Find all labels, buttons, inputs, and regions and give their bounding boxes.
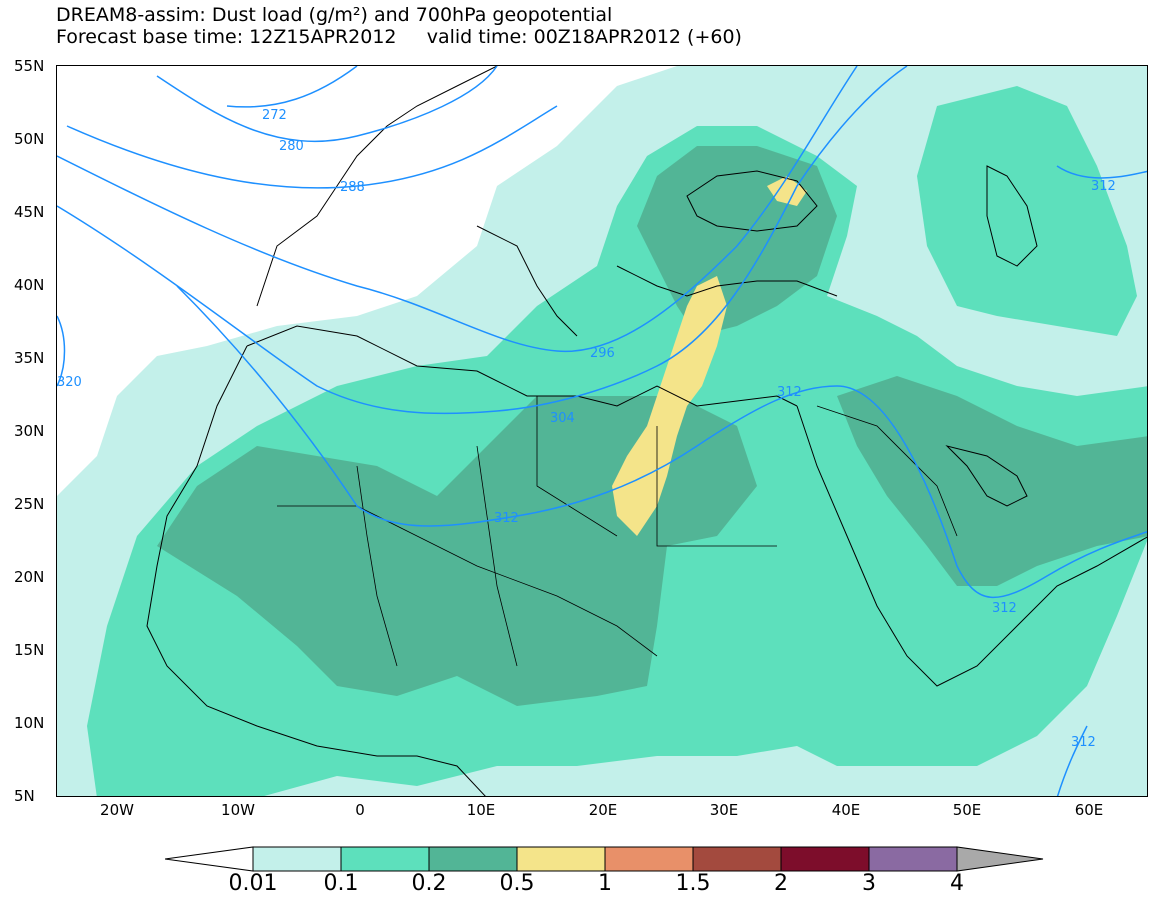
lat-label-5n: 5N — [14, 787, 35, 805]
colorbar-bin-2 — [428, 846, 518, 872]
dust-region-0-5-aegean-plume — [612, 276, 727, 536]
coast-greece-turkey — [616, 265, 838, 297]
contour-label-320: 320 — [57, 375, 82, 390]
border-6 — [816, 405, 958, 537]
lat-label-20n: 20N — [14, 568, 45, 586]
lon-label-60e: 60E — [1074, 801, 1104, 819]
colorbar-label-0-2: 0.2 — [411, 871, 447, 896]
title-line-2: Forecast base time: 12Z15APR2012 valid t… — [56, 26, 742, 48]
lat-label-50n: 50N — [14, 130, 45, 148]
colorbar-bin-6 — [780, 846, 870, 872]
contour-304 — [57, 66, 908, 415]
border-4 — [656, 426, 777, 547]
contour-272 — [226, 66, 358, 108]
border-3 — [476, 445, 518, 667]
coast-caspian — [986, 165, 1038, 267]
lon-label-0: 0 — [355, 801, 365, 819]
coast-gulf — [945, 445, 1028, 507]
colorbar-label-4: 4 — [950, 871, 964, 896]
dust-region-0-2-sahara — [157, 396, 757, 706]
coast-africa-west — [146, 345, 486, 796]
dust-region-0-2-arabia — [837, 376, 1147, 586]
contour-312-southeast — [1056, 725, 1088, 796]
contour-312-east — [1056, 165, 1147, 179]
colorbar-bin-0 — [252, 846, 342, 872]
title-line-1: DREAM8-assim: Dust load (g/m²) and 700hP… — [56, 4, 613, 26]
contour-320 — [57, 315, 66, 387]
colorbar-bin-1 — [340, 846, 430, 872]
contour-label-312-a: 312 — [494, 511, 519, 526]
lat-label-40n: 40N — [14, 276, 45, 294]
coast-italy — [476, 225, 578, 337]
lat-label-30n: 30N — [14, 422, 45, 440]
contour-280 — [156, 66, 498, 143]
contour-label-312-e: 312 — [1071, 735, 1096, 750]
lon-label-10e: 10E — [466, 801, 496, 819]
lon-label-40e: 40E — [831, 801, 861, 819]
lat-label-15n: 15N — [14, 641, 45, 659]
colorbar-bin-4 — [604, 846, 694, 872]
lat-label-35n: 35N — [14, 349, 45, 367]
lat-label-25n: 25N — [14, 495, 45, 513]
lon-label-20w: 20W — [100, 801, 134, 819]
map-title: DREAM8-assim: Dust load (g/m²) and 700hP… — [56, 4, 742, 48]
geopotential-layer — [57, 66, 1147, 796]
border-2 — [356, 465, 398, 667]
contour-label-312-c: 312 — [992, 601, 1017, 616]
coast-blacksea — [686, 170, 818, 232]
colorbar-label-1: 1 — [598, 871, 612, 896]
contour-label-312-d: 312 — [1091, 179, 1116, 194]
contour-288 — [66, 105, 558, 189]
colorbar — [165, 846, 1044, 872]
colorbar-bin-7 — [868, 846, 958, 872]
map-panel: 272 280 288 296 304 312 312 312 312 312 … — [56, 65, 1148, 797]
dust-region-0-5-blacksea — [767, 176, 807, 206]
coast-europe — [256, 66, 498, 307]
dust-load-map: 272 280 288 296 304 312 312 312 312 312 … — [57, 66, 1147, 796]
colorbar-label-1-5: 1.5 — [675, 871, 711, 896]
contour-label-288: 288 — [340, 180, 365, 195]
dust-fill-layer — [57, 66, 1147, 796]
colorbar-label-0-5: 0.5 — [499, 871, 535, 896]
lon-label-30e: 30E — [709, 801, 739, 819]
lon-label-50e: 50E — [952, 801, 982, 819]
colorbar-right-arrow — [956, 846, 1044, 872]
colorbar-label-3: 3 — [862, 871, 876, 896]
border-5 — [536, 396, 618, 537]
colorbar-bin-3 — [516, 846, 606, 872]
lat-label-10n: 10N — [14, 714, 45, 732]
lat-label-45n: 45N — [14, 203, 45, 221]
contour-label-312-b: 312 — [777, 385, 802, 400]
colorbar-label-0-01: 0.01 — [228, 871, 278, 896]
colorbar-label-0-1: 0.1 — [323, 871, 359, 896]
colorbar-left-arrow — [165, 846, 254, 872]
coast-redsea — [796, 405, 1147, 687]
contour-labels: 272 280 288 296 304 312 312 312 312 312 … — [57, 108, 1116, 750]
coastline-layer — [146, 66, 1147, 796]
colorbar-bin-5 — [692, 846, 782, 872]
contour-label-304: 304 — [550, 411, 575, 426]
contour-312 — [176, 285, 1147, 598]
dust-region-0-1-caspian — [917, 86, 1137, 336]
lon-label-20e: 20E — [588, 801, 618, 819]
lon-label-10w: 10W — [221, 801, 255, 819]
colorbar-label-2: 2 — [774, 871, 788, 896]
contour-label-272: 272 — [262, 108, 287, 123]
lat-label-55n: 55N — [14, 57, 45, 75]
contour-label-296: 296 — [590, 346, 615, 361]
contour-296 — [57, 66, 858, 353]
contour-label-280: 280 — [279, 139, 304, 154]
